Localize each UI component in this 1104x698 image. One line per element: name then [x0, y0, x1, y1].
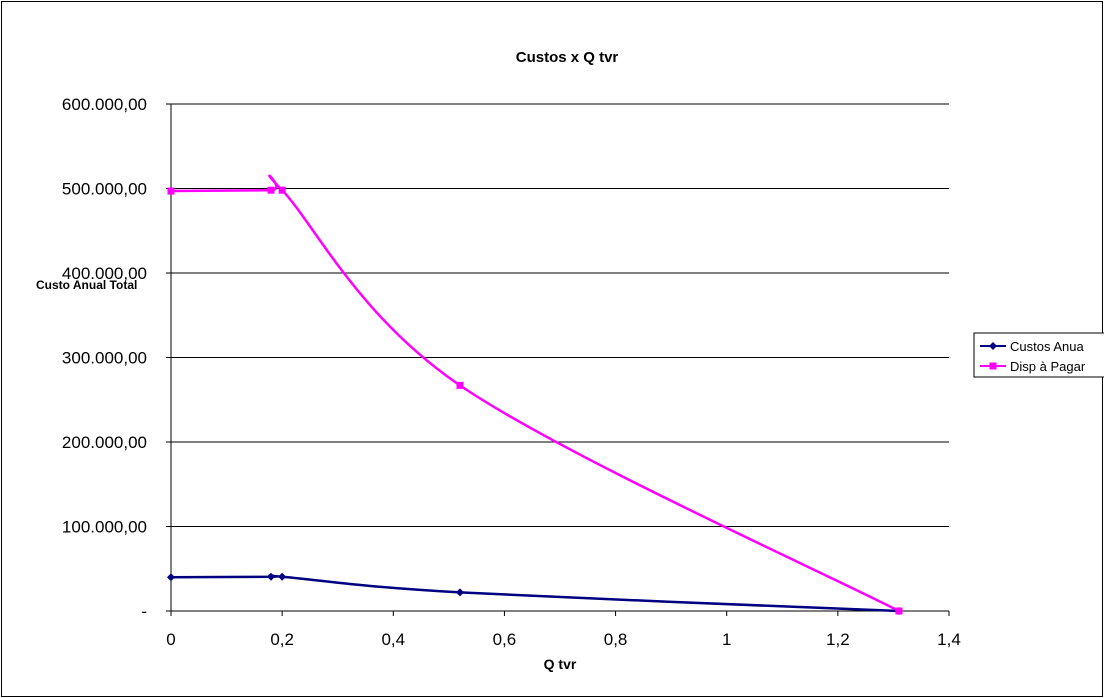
x-tick-label: 1,2 [826, 630, 850, 649]
x-tick-label: 1 [722, 630, 731, 649]
series-disp-pagar [167, 174, 903, 615]
x-tick-label: 0,4 [381, 630, 405, 649]
legend-item-custos-anua: Custos Anua [980, 339, 1084, 354]
y-tick-label: - [141, 602, 147, 621]
data-point-disp-pagar [278, 186, 286, 194]
x-tick-labels: 0 0,2 0,4 0,6 0,8 1 1,2 1,4 [166, 630, 961, 649]
legend-label-disp-a-pagar: Disp à Pagar [1010, 359, 1086, 374]
data-point-custos-anua [455, 588, 464, 597]
y-tick-label: 600.000,00 [62, 95, 147, 114]
y-tick-label: 200.000,00 [62, 433, 147, 452]
chart-title: Custos x Q tvr [516, 49, 619, 66]
data-point-custos-anua [278, 572, 287, 581]
y-tick-label: 300.000,00 [62, 349, 147, 368]
legend-square-icon [989, 362, 997, 370]
x-tick-label: 0,8 [604, 630, 628, 649]
data-point-disp-pagar [167, 187, 175, 195]
legend-diamond-icon [989, 342, 997, 350]
legend-item-disp-a-pagar: Disp à Pagar [980, 359, 1086, 374]
y-tick-label: 400.000,00 [62, 264, 147, 283]
data-point-disp-pagar [267, 186, 275, 194]
y-axis-label: Custo Anual Total [36, 278, 137, 292]
legend-label-custos-anua: Custos Anua [1010, 339, 1084, 354]
x-tick-label: 0,6 [493, 630, 517, 649]
x-tick-label: 1,4 [937, 630, 961, 649]
legend-box [973, 332, 1104, 378]
x-tick-label: 0 [166, 630, 175, 649]
series-line-custos-anua [170, 574, 900, 613]
data-point-disp-pagar [456, 381, 464, 389]
x-axis-label: Q tvr [544, 656, 577, 672]
legend: Custos Anua Disp à Pagar [973, 332, 1104, 378]
gridlines [166, 103, 950, 616]
series-layer [167, 174, 903, 615]
x-tick-label: 0,2 [270, 630, 294, 649]
y-tick-label: 500.000,00 [62, 180, 147, 199]
y-tick-labels: - 100.000,00 200.000,00 300.000,00 400.000,0… [62, 95, 147, 621]
y-tick-label: 100.000,00 [62, 518, 147, 537]
data-point-custos-anua [167, 573, 175, 582]
data-point-custos-anua [267, 572, 276, 581]
data-point-disp-pagar [895, 607, 903, 615]
